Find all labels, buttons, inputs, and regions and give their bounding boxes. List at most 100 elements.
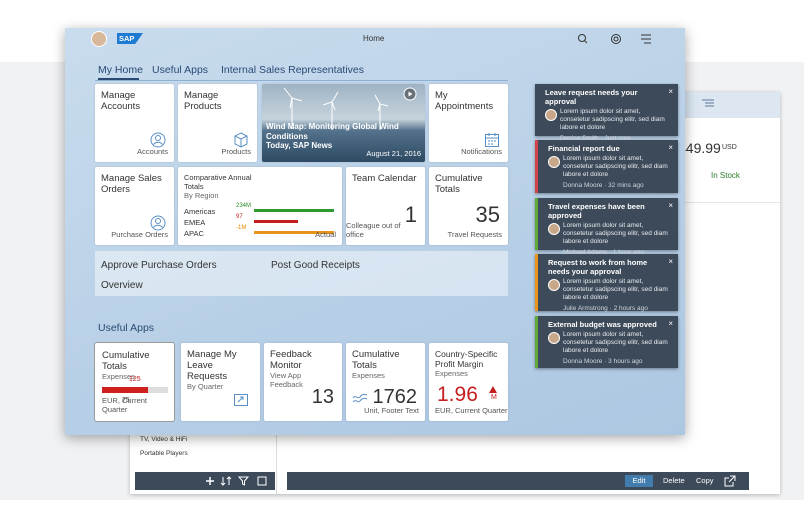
comparison-tile[interactable]: Comparative Annual Totals By Region Amer…	[178, 167, 342, 245]
up-arrow	[489, 386, 497, 393]
row: EMEA 97	[184, 214, 334, 228]
tile-title: Country-Specific Profit Margin	[435, 349, 498, 369]
news-date: August 21, 2016	[366, 149, 421, 158]
tile-footer: Notifications	[461, 147, 502, 156]
row: APAC -1M	[184, 225, 334, 239]
tile-icon	[150, 215, 166, 231]
back-header	[680, 92, 780, 118]
copy-button[interactable]: Copy	[696, 476, 714, 485]
list-item: Portable Players	[140, 450, 188, 457]
play-button[interactable]	[403, 87, 417, 101]
currency: USD	[722, 144, 737, 151]
avatar[interactable]	[91, 31, 107, 47]
tile[interactable]: Cumulative Totals 35 Travel Requests	[429, 167, 508, 245]
tile-unit: M	[491, 394, 497, 401]
tab-underline	[98, 78, 139, 80]
tile-subtitle: Expenses	[352, 371, 385, 380]
tile[interactable]: Feedback Monitor View App Feedback 13	[264, 343, 342, 421]
row-label: APAC	[184, 229, 204, 238]
tile-title: Comparative Annual Totals	[184, 173, 252, 191]
news-tile[interactable]: Wind Map: Monitoring Global Wind Conditi…	[262, 84, 425, 162]
tile-title: Manage Products	[184, 90, 222, 112]
tile-footer: Travel Requests	[447, 230, 502, 239]
tile-icon	[485, 133, 499, 147]
stock-status: In Stock	[711, 171, 740, 180]
toolbar-icons[interactable]	[203, 475, 273, 487]
header-icons[interactable]	[577, 33, 677, 45]
tile-footer: Products	[221, 147, 251, 156]
tile[interactable]: Manage My Leave Requests By Quarter	[181, 343, 260, 421]
row-label: Americas	[184, 207, 216, 216]
tab[interactable]: My Home	[98, 64, 143, 76]
tile[interactable]: Manage Accounts Accounts	[95, 84, 174, 162]
tile-footer: Unit, Footer Text	[364, 406, 419, 415]
launchpad-window: SAP Home My Home Useful Apps Internal Sa…	[65, 28, 685, 435]
tile-title: Cumulative Totals	[435, 173, 483, 195]
toolbar-left	[135, 472, 275, 490]
tile-subtitle: Expenses	[435, 369, 468, 378]
tab[interactable]: Useful Apps	[152, 64, 209, 76]
price: 449.99	[678, 140, 721, 156]
delete-button[interactable]: Delete	[663, 476, 685, 485]
turbines	[283, 87, 389, 130]
section-title: Useful Apps	[98, 322, 155, 334]
tile[interactable]: Cumulative Totals Expenses 1762 Unit, Fo…	[346, 343, 425, 421]
link[interactable]: Post Good Receipts	[271, 260, 360, 271]
tile-title: Manage Accounts	[101, 90, 141, 112]
row-value: 234M	[236, 203, 252, 209]
news-title: Wind Map: Monitoring Global Wind Conditi…	[266, 122, 399, 141]
edit-button[interactable]: Edit	[625, 475, 653, 487]
row-label: EMEA	[184, 218, 206, 227]
tile-footer: EUR, Current Quarter	[102, 396, 148, 414]
tile-footer: Colleague out of office	[346, 221, 401, 239]
tile[interactable]: Country-Specific Profit Margin Expenses …	[429, 343, 508, 421]
tile-title: Manage Sales Orders	[101, 173, 162, 195]
tile-subtitle: By Quarter	[187, 382, 224, 391]
link-area: Approve Purchase Orders Post Good Receip…	[95, 251, 508, 296]
tile-title: Team Calendar	[352, 173, 417, 184]
tile-title: Cumulative Totals	[102, 350, 150, 372]
row-value: -1M	[236, 225, 247, 231]
tile-subtitle: View App Feedback	[270, 371, 303, 389]
tile-title: My Appointments	[435, 90, 494, 112]
tile-number: 1762	[372, 386, 418, 408]
row-bar	[254, 220, 298, 223]
tile-title: Manage My Leave Requests	[187, 349, 237, 382]
tile[interactable]: Team Calendar 1 Colleague out of office	[346, 167, 425, 245]
tile[interactable]: Manage Products Products	[178, 84, 257, 162]
bullet-high: 125	[129, 376, 141, 383]
tile-number: 1.96	[437, 383, 478, 406]
tile-footer: Purchase Orders	[111, 230, 168, 239]
list-icon	[702, 99, 714, 107]
tile-number: 35	[475, 202, 500, 227]
link[interactable]: Approve Purchase Orders	[101, 260, 217, 271]
tile[interactable]: My Appointments Notifications	[429, 84, 508, 162]
tile[interactable]: Cumulative Totals Expenses 125 75 EUR, C…	[95, 343, 174, 421]
row-bar	[254, 231, 334, 234]
page-title: Home	[363, 34, 385, 43]
tile-footer: Actual	[315, 230, 336, 239]
news-source: Today, SAP News	[266, 141, 333, 150]
tile-icon	[150, 132, 166, 148]
tile-footer: EUR, Current Quarter	[435, 406, 508, 415]
bullet-bar	[102, 387, 148, 393]
tab[interactable]: Internal Sales Representatives	[221, 64, 364, 76]
row: Americas 234M	[184, 203, 334, 217]
comparison-rows: Americas 234M EMEA 97 APAC -1M	[184, 203, 334, 239]
tile[interactable]: Manage Sales Orders Purchase Orders	[95, 167, 174, 245]
divider	[276, 432, 277, 494]
tile-title: Cumulative Totals	[352, 349, 400, 371]
row-bar	[254, 209, 334, 212]
toolbar-right: Edit Delete Copy	[287, 472, 749, 490]
share-icon[interactable]	[724, 475, 736, 487]
tile-icon	[234, 132, 248, 148]
bullet-low: 75	[122, 397, 130, 404]
tab-line	[95, 80, 508, 81]
list-item: TV, Video & HiFi	[140, 436, 188, 443]
row-value: 97	[236, 214, 243, 220]
link[interactable]: Overview	[101, 280, 143, 291]
tile-icon	[234, 394, 248, 406]
trend-icon	[352, 393, 368, 403]
